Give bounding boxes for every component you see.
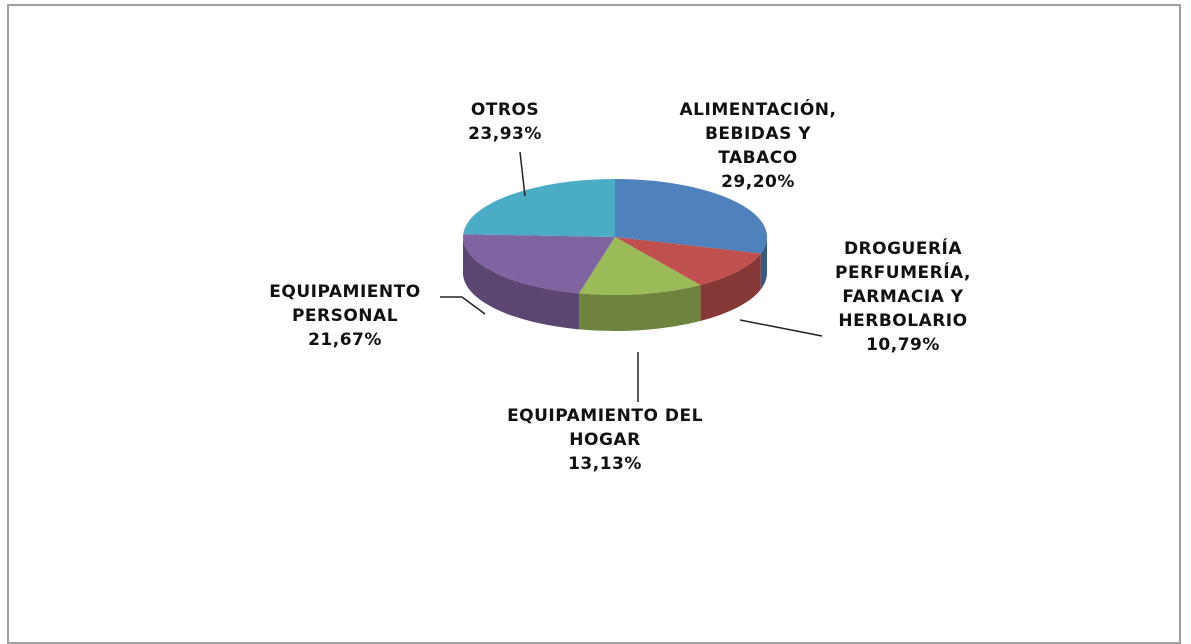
category-label: EQUIPAMIENTO PERSONAL xyxy=(269,282,421,326)
slice xyxy=(463,179,615,237)
slice-label: ALIMENTACIÓN, BEBIDAS Y TABACO 29,20% xyxy=(668,98,848,194)
slice-label: EQUIPAMIENTO DEL HOGAR 13,13% xyxy=(500,404,710,476)
value-label: 10,79% xyxy=(866,335,940,355)
slice-side xyxy=(578,284,701,331)
category-label: OTROS xyxy=(470,100,540,120)
category-label: EQUIPAMIENTO DEL HOGAR xyxy=(507,406,703,450)
slice-label: EQUIPAMIENTO PERSONAL 21,67% xyxy=(240,280,450,352)
value-label: 23,93% xyxy=(468,124,542,144)
slice-side xyxy=(700,253,761,321)
slice-label: OTROS 23,93% xyxy=(425,98,585,146)
slice-side xyxy=(463,237,579,330)
slice xyxy=(578,237,701,295)
slice-label: DROGUERÍA PERFUMERÍA, FARMACIA Y HERBOLA… xyxy=(808,237,998,357)
category-label: DROGUERÍA PERFUMERÍA, FARMACIA Y HERBOLA… xyxy=(835,239,971,331)
leader-line xyxy=(440,296,486,315)
value-label: 29,20% xyxy=(721,172,795,192)
value-label: 13,13% xyxy=(568,454,642,474)
slice xyxy=(615,237,761,285)
value-label: 21,67% xyxy=(308,330,382,350)
leader-line xyxy=(519,151,526,197)
chart: ALIMENTACIÓN, BEBIDAS Y TABACO 29,20% DRO… xyxy=(7,4,1181,644)
slice xyxy=(615,179,767,254)
pie-area xyxy=(440,151,823,402)
slice xyxy=(463,234,615,294)
slice-side xyxy=(760,237,767,290)
leader-line xyxy=(739,319,823,337)
category-label: ALIMENTACIÓN, BEBIDAS Y TABACO xyxy=(679,100,837,168)
